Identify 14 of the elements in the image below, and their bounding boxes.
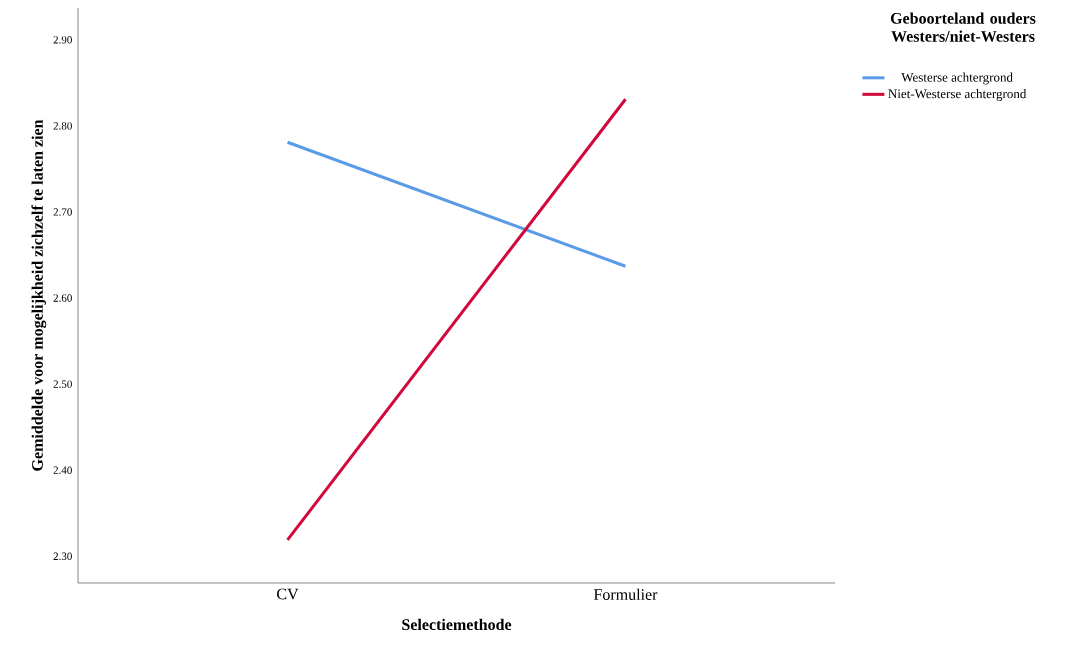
legend-label: Niet-Westerse achtergrond [888,89,1027,101]
y-tick-label: 2.40 [53,466,72,474]
y-axis-title: Gemiddelde voor mogelijkheid zichzelf te laten zien [31,119,47,471]
legend-label: Westerse achtergrond [901,72,1013,85]
legend-title: Geboorteland ouders Westers/niet-Westers [890,12,1036,42]
x-tick-label: Formulier [593,588,658,600]
y-tick-label: 2.70 [53,208,72,216]
y-tick-label: 2.50 [53,380,72,388]
x-tick-label: CV [277,588,299,600]
y-tick-label: 2.30 [53,552,72,561]
y-tick-label: 2.80 [53,122,72,130]
y-tick-label: 2.60 [53,294,72,302]
x-axis-title: Selectiemethode [402,618,512,631]
y-tick-label: 2.90 [53,36,72,44]
